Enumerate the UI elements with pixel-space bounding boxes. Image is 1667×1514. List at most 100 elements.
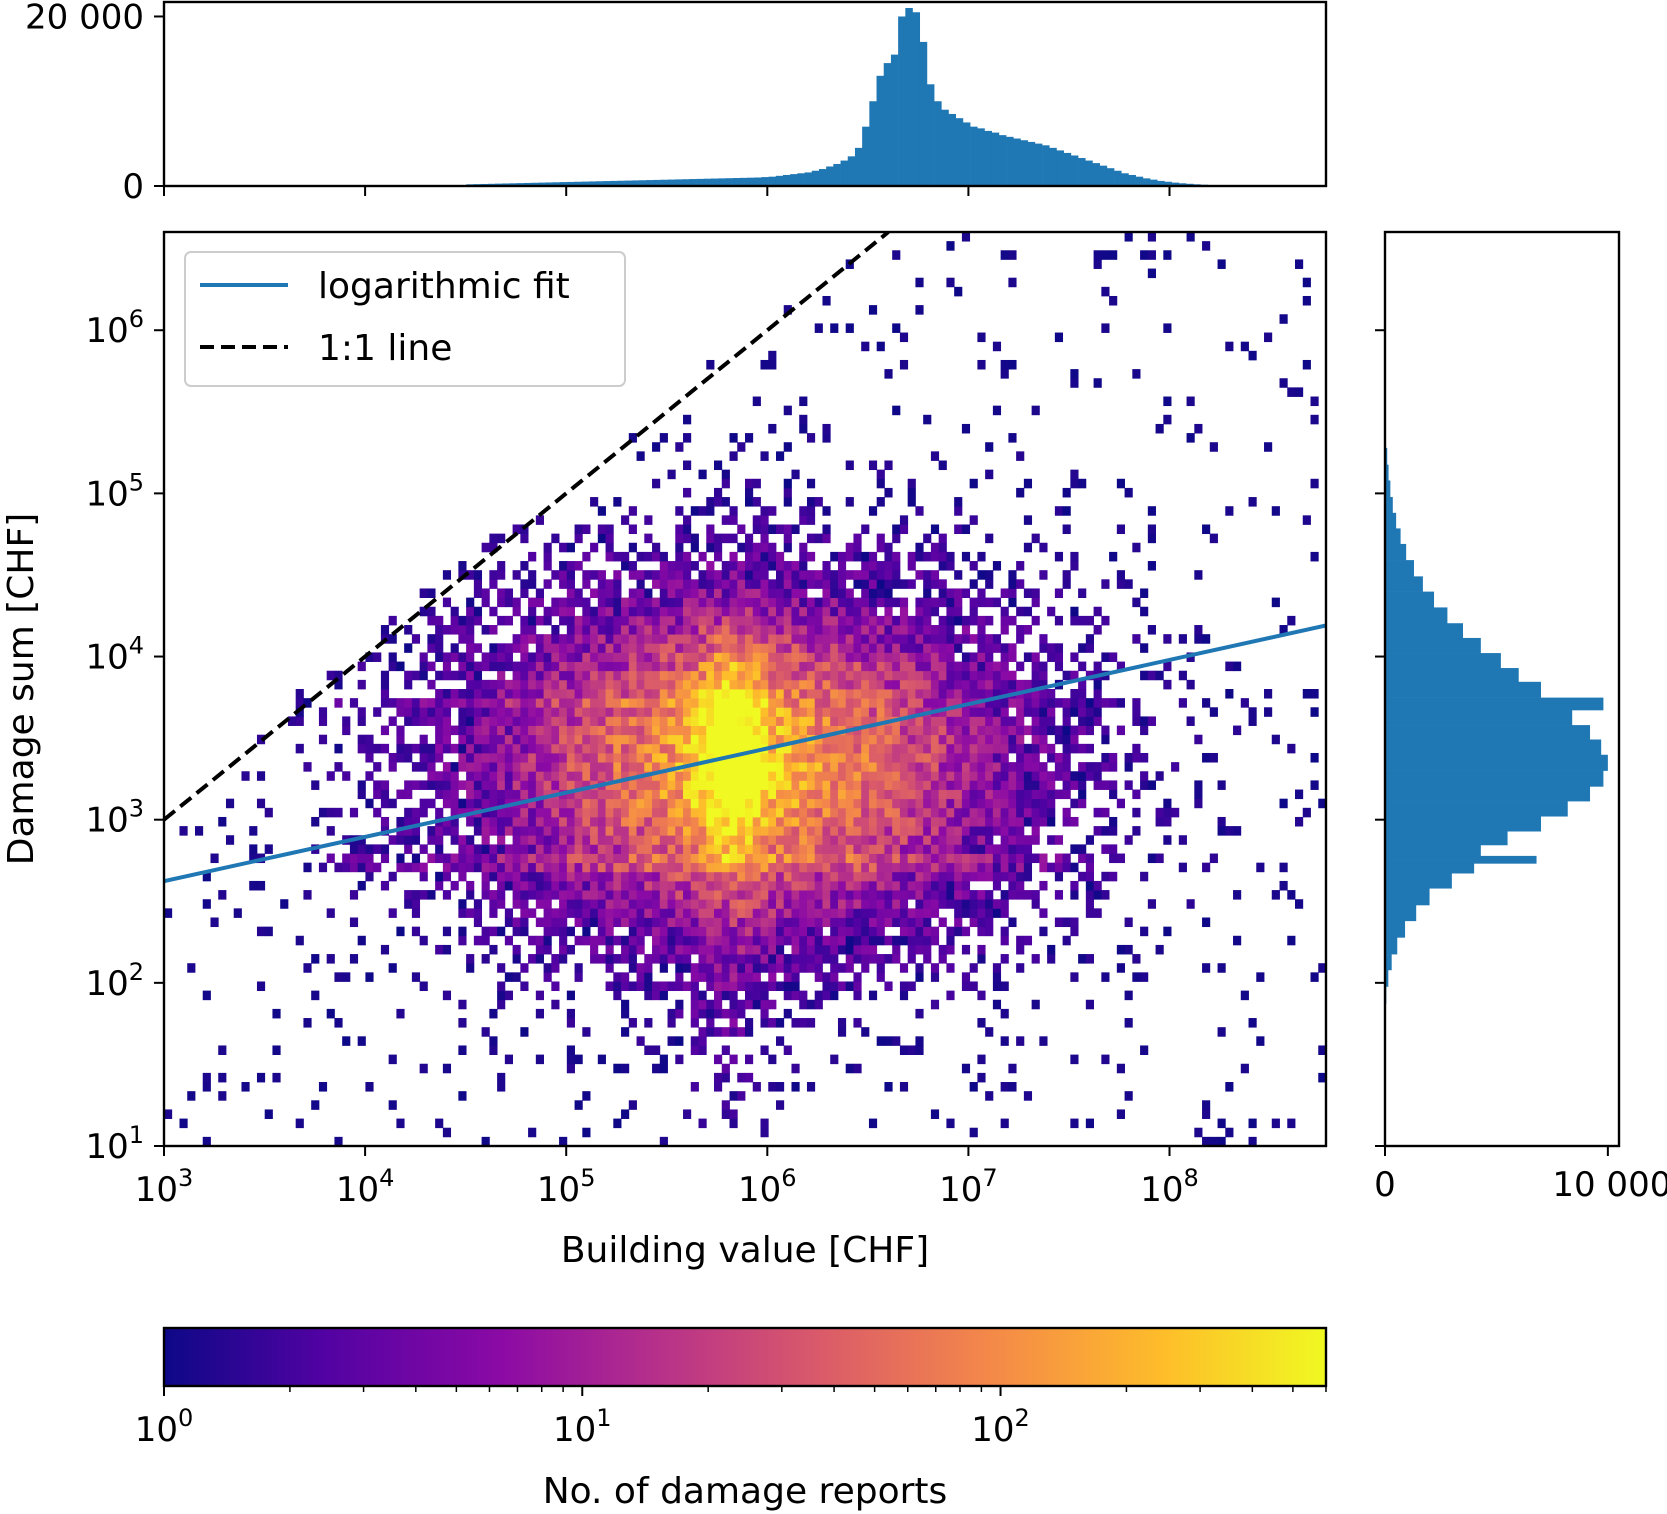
heatmap-cell xyxy=(745,853,754,864)
heatmap-cell xyxy=(644,807,653,818)
heatmap-cell xyxy=(621,944,630,955)
heatmap-cell xyxy=(466,853,475,864)
heatmap-cell xyxy=(861,341,870,352)
heatmap-cell xyxy=(814,743,823,754)
heatmap-cell xyxy=(628,625,637,635)
heatmap-cell xyxy=(1078,615,1087,626)
heatmap-cell xyxy=(450,670,459,681)
heatmap-cell xyxy=(837,698,847,708)
heatmap-cell xyxy=(334,862,343,873)
heatmap-cell xyxy=(814,990,823,1001)
heatmap-cell xyxy=(737,679,746,690)
heatmap-cell xyxy=(698,1008,707,1019)
heatmap-cell xyxy=(884,579,893,589)
heatmap-cell xyxy=(892,862,901,873)
heatmap-cell xyxy=(667,743,676,754)
top-histogram-bar xyxy=(955,118,964,186)
heatmap-cell xyxy=(1225,341,1234,352)
heatmap-cell xyxy=(1093,807,1102,818)
heatmap-cell xyxy=(566,762,575,772)
heatmap-cell xyxy=(528,908,537,918)
heatmap-cell xyxy=(605,826,614,836)
heatmap-cell xyxy=(954,807,963,818)
heatmap-cell xyxy=(396,853,405,864)
heatmap-cell xyxy=(543,579,552,589)
heatmap-cell xyxy=(977,597,986,608)
heatmap-cell xyxy=(837,597,847,608)
heatmap-cell xyxy=(597,689,606,699)
heatmap-cell xyxy=(512,807,521,818)
heatmap-cell xyxy=(1085,862,1094,873)
heatmap-cell xyxy=(768,670,777,681)
heatmap-cell xyxy=(497,890,506,900)
heatmap-cell xyxy=(814,707,823,717)
heatmap-cell xyxy=(559,880,568,891)
heatmap-cell xyxy=(907,780,916,790)
heatmap-cell xyxy=(504,689,513,699)
heatmap-cell xyxy=(520,716,529,726)
heatmap-cell xyxy=(520,561,529,571)
heatmap-cell xyxy=(373,707,382,717)
heatmap-cell xyxy=(861,935,870,946)
heatmap-cell xyxy=(621,826,630,836)
heatmap-cell xyxy=(566,871,575,882)
heatmap-cell xyxy=(899,734,909,745)
heatmap-cell xyxy=(845,807,854,818)
heatmap-cell xyxy=(721,561,730,571)
heatmap-cell xyxy=(837,689,847,699)
heatmap-cell xyxy=(1039,707,1048,717)
heatmap-cell xyxy=(551,981,560,992)
heatmap-cell xyxy=(551,917,560,928)
heatmap-cell xyxy=(1070,469,1079,480)
heatmap-cell xyxy=(837,816,847,827)
heatmap-cell xyxy=(745,963,754,973)
heatmap-cell xyxy=(435,743,444,754)
heatmap-cell xyxy=(806,743,816,754)
heatmap-cell xyxy=(1248,1118,1257,1129)
heatmap-cell xyxy=(1000,1036,1009,1046)
heatmap-cell xyxy=(775,816,785,827)
heatmap-cell xyxy=(745,890,754,900)
heatmap-cell xyxy=(837,570,847,580)
heatmap-cell xyxy=(930,871,940,882)
heatmap-cell xyxy=(458,935,467,946)
heatmap-cell xyxy=(907,551,916,562)
heatmap-cell xyxy=(365,862,374,873)
heatmap-cell xyxy=(706,689,715,699)
heatmap-cell xyxy=(698,908,707,918)
heatmap-cell xyxy=(861,899,870,909)
heatmap-cell xyxy=(954,917,963,928)
heatmap-cell xyxy=(636,679,645,690)
top-histogram-bar xyxy=(631,180,640,186)
heatmap-cell xyxy=(1302,277,1311,288)
top-histogram-bar xyxy=(1056,150,1064,186)
heatmap-cell xyxy=(884,725,893,736)
heatmap-cell xyxy=(961,707,971,717)
right-histogram-bar xyxy=(1385,528,1401,545)
heatmap-cell xyxy=(768,689,777,699)
heatmap-cell xyxy=(946,853,955,864)
heatmap-cell xyxy=(644,551,653,562)
top-histogram-bar xyxy=(926,84,935,186)
heatmap-cell xyxy=(435,689,444,699)
heatmap-cell xyxy=(1248,1136,1257,1146)
heatmap-cell xyxy=(652,643,661,653)
heatmap-cell xyxy=(264,844,273,854)
heatmap-cell xyxy=(667,780,676,790)
heatmap-cell xyxy=(1039,807,1048,818)
heatmap-cell xyxy=(466,597,475,608)
heatmap-cell xyxy=(419,844,428,854)
heatmap-cell xyxy=(899,689,909,699)
heatmap-cell xyxy=(698,661,707,672)
heatmap-cell xyxy=(590,743,599,754)
heatmap-cell xyxy=(1031,890,1040,900)
heatmap-cell xyxy=(659,579,668,589)
heatmap-cell xyxy=(830,670,839,681)
heatmap-cell xyxy=(675,698,684,708)
heatmap-cell xyxy=(690,899,699,909)
heatmap-cell xyxy=(690,561,699,571)
heatmap-cell xyxy=(597,643,606,653)
heatmap-cell xyxy=(636,807,645,818)
heatmap-cell xyxy=(961,871,971,882)
heatmap-cell xyxy=(768,972,777,982)
